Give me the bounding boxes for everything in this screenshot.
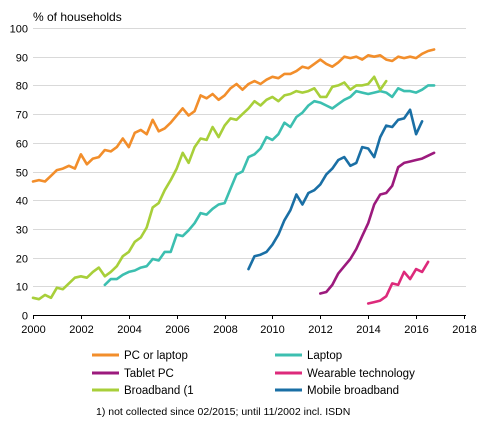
- legend: PC or laptop Laptop Tablet PC Wearable tech…: [92, 350, 415, 397]
- x-tick-label: 2008: [213, 324, 237, 336]
- x-tick-label: 2018: [452, 324, 476, 336]
- x-tick-label: 2014: [356, 324, 380, 336]
- y-tick-label: 60: [16, 139, 28, 151]
- gridlines: [33, 28, 466, 287]
- legend-label: Laptop: [307, 350, 342, 362]
- x-tick-label: 2016: [404, 324, 428, 336]
- series-line-pc-or-laptop: [31, 48, 436, 183]
- y-tick-labels: 0 10 20 30 40 50 60 70 80 90 100: [10, 24, 28, 323]
- series-line-tablet-pc: [319, 151, 436, 295]
- x-tick-label: 2010: [260, 324, 284, 336]
- x-tick-labels: 2000 2002 2004 2006 2008 2010 2012 2014 2016 2018: [21, 324, 476, 336]
- legend-label: PC or laptop: [124, 350, 188, 362]
- data-series: [31, 48, 436, 305]
- series-line-broadband-1: [31, 75, 388, 301]
- legend-label: Mobile broadband: [307, 385, 399, 397]
- series-line-wearable-technology: [366, 260, 430, 305]
- legend-label: Broadband (1: [124, 385, 194, 397]
- y-tick-label: 30: [16, 225, 28, 237]
- y-tick-label: 50: [16, 168, 28, 180]
- y-axis-label: % of households: [33, 10, 122, 24]
- axes: [33, 315, 466, 319]
- y-tick-label: 100: [10, 24, 28, 36]
- legend-label: Tablet PC: [124, 368, 174, 380]
- y-tick-label: 80: [16, 81, 28, 93]
- x-tick-label: 2012: [308, 324, 332, 336]
- series-line-laptop: [103, 84, 436, 287]
- x-tick-label: 2002: [69, 324, 93, 336]
- legend-label: Wearable technology: [307, 368, 415, 380]
- y-tick-label: 0: [22, 311, 28, 323]
- y-tick-label: 20: [16, 254, 28, 266]
- y-tick-label: 40: [16, 196, 28, 208]
- y-tick-label: 70: [16, 110, 28, 122]
- series-line-mobile-broadband: [247, 108, 424, 271]
- y-tick-label: 90: [16, 53, 28, 65]
- x-tick-label: 2000: [21, 324, 45, 336]
- x-tick-label: 2006: [165, 324, 189, 336]
- footnote: 1) not collected since 02/2015; until 11…: [96, 406, 350, 418]
- y-tick-label: 10: [16, 282, 28, 294]
- x-tick-label: 2004: [117, 324, 141, 336]
